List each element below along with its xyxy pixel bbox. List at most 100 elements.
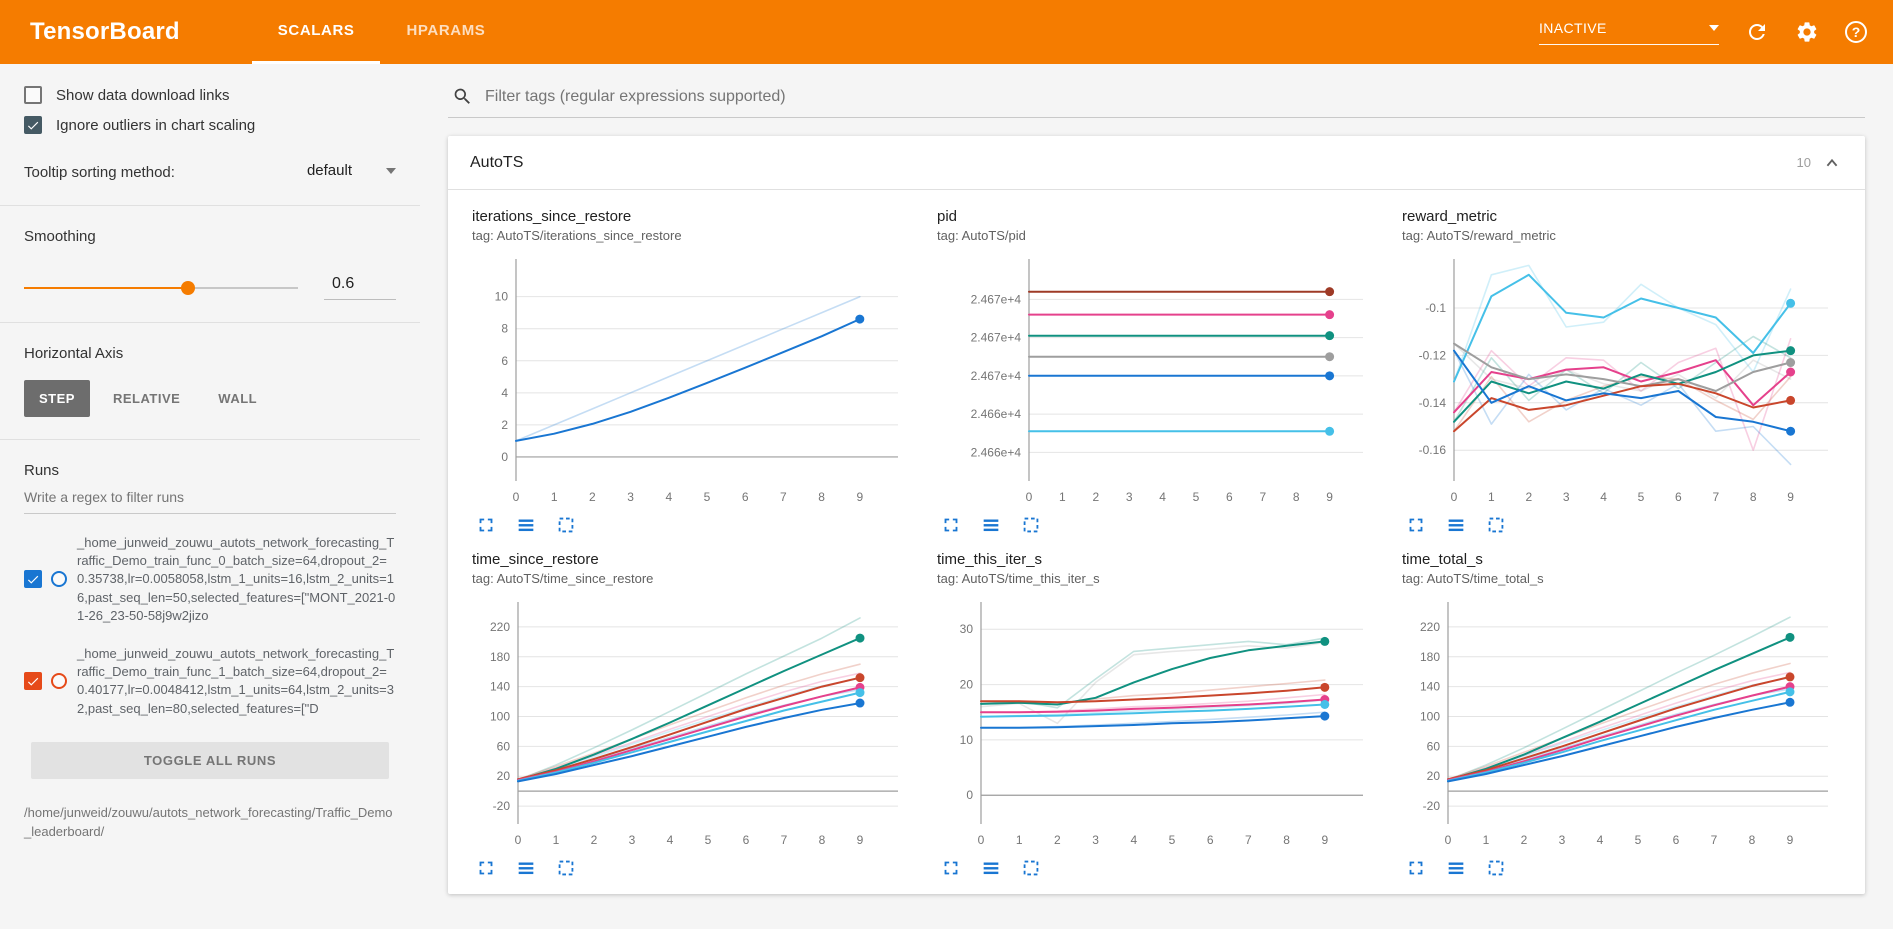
svg-text:6: 6 xyxy=(1207,833,1214,847)
expand-chart-icon[interactable] xyxy=(474,513,498,537)
chart-plot[interactable]: 0 2 4 6 8 10 0 1 2 3 4 5 6 7 8 9 xyxy=(472,251,902,511)
chart-tag: tag: AutoTS/time_total_s xyxy=(1402,571,1544,586)
svg-text:4: 4 xyxy=(1597,833,1604,847)
run-visibility-checkbox[interactable] xyxy=(24,672,42,691)
data-table-icon[interactable] xyxy=(979,856,1003,880)
tooltip-sort-dropdown[interactable]: default xyxy=(307,162,396,183)
run-visibility-checkbox[interactable] xyxy=(24,570,42,589)
svg-text:180: 180 xyxy=(490,650,510,664)
smoothing-slider[interactable] xyxy=(24,280,298,295)
tab-scalars[interactable]: SCALARS xyxy=(251,0,381,64)
chart-plot[interactable]: -0.1 -0.12 -0.14 -0.16 0 1 2 3 4 5 6 7 8 9 xyxy=(1402,251,1832,511)
toggle-all-runs-button[interactable]: TOGGLE ALL RUNS xyxy=(31,741,389,779)
svg-text:5: 5 xyxy=(705,833,712,847)
chart-card-reward_metric: reward_metric tag: AutoTS/reward_metric -0… xyxy=(1402,208,1841,543)
svg-text:6: 6 xyxy=(1673,833,1680,847)
fit-domain-icon[interactable] xyxy=(1019,513,1043,537)
fit-domain-icon[interactable] xyxy=(1484,513,1508,537)
chevron-up-icon[interactable] xyxy=(1821,152,1843,174)
ignore-outliers-checkbox[interactable]: Ignore outliers in chart scaling xyxy=(24,116,396,134)
svg-text:9: 9 xyxy=(1787,833,1794,847)
svg-text:7: 7 xyxy=(1245,833,1252,847)
chart-title: time_since_restore xyxy=(472,551,599,568)
svg-text:60: 60 xyxy=(1427,739,1441,753)
svg-text:220: 220 xyxy=(1420,620,1440,634)
axis-step-button[interactable]: STEP xyxy=(24,380,90,417)
smoothing-value[interactable]: 0.6 xyxy=(324,275,396,300)
svg-text:0: 0 xyxy=(1026,490,1033,504)
status-dropdown[interactable]: INACTIVE xyxy=(1539,20,1719,45)
run-name: _home_junweid_zouwu_autots_network_forec… xyxy=(77,535,396,623)
checkbox-label: Ignore outliers in chart scaling xyxy=(56,116,256,134)
svg-text:2: 2 xyxy=(1092,490,1099,504)
svg-text:30: 30 xyxy=(960,622,974,636)
svg-text:0: 0 xyxy=(1451,490,1458,504)
run-solo-radio[interactable] xyxy=(51,571,67,588)
fit-domain-icon[interactable] xyxy=(554,513,578,537)
refresh-icon[interactable] xyxy=(1745,20,1769,44)
divider xyxy=(0,205,420,206)
svg-text:2.467e+4: 2.467e+4 xyxy=(971,369,1022,383)
svg-text:3: 3 xyxy=(627,490,634,504)
chart-toolbar xyxy=(1404,513,1841,537)
card-header[interactable]: AutoTS 10 xyxy=(448,136,1865,190)
checkbox-checked-icon xyxy=(24,116,42,134)
svg-text:20: 20 xyxy=(497,769,511,783)
svg-text:9: 9 xyxy=(856,490,863,504)
run-solo-radio[interactable] xyxy=(51,673,67,690)
svg-text:4: 4 xyxy=(665,490,672,504)
smoothing-slider-thumb[interactable] xyxy=(181,280,196,295)
expand-chart-icon[interactable] xyxy=(939,513,963,537)
svg-text:-20: -20 xyxy=(1423,799,1441,813)
svg-text:0: 0 xyxy=(1445,833,1452,847)
runs-filter-input[interactable] xyxy=(24,479,396,514)
data-table-icon[interactable] xyxy=(514,513,538,537)
tab-hparams[interactable]: HPARAMS xyxy=(406,22,486,39)
axis-relative-button[interactable]: RELATIVE xyxy=(98,380,195,417)
chart-plot[interactable]: -20 20 60 100 140 180 220 0 1 2 3 4 5 6 7 8 9 xyxy=(1402,594,1832,854)
expand-chart-icon[interactable] xyxy=(1404,856,1428,880)
data-table-icon[interactable] xyxy=(1444,856,1468,880)
chart-tag: tag: AutoTS/time_since_restore xyxy=(472,571,654,586)
expand-chart-icon[interactable] xyxy=(474,856,498,880)
expand-chart-icon[interactable] xyxy=(1404,513,1428,537)
svg-text:100: 100 xyxy=(1420,709,1440,723)
chart-plot[interactable]: 2.467e+4 2.467e+4 2.467e+4 2.466e+4 2.466e+4… xyxy=(937,251,1367,511)
show-download-links-checkbox[interactable]: Show data download links xyxy=(24,86,396,104)
svg-text:2.466e+4: 2.466e+4 xyxy=(971,407,1022,421)
expand-chart-icon[interactable] xyxy=(939,856,963,880)
runs-list: _home_junweid_zouwu_autots_network_forec… xyxy=(24,534,396,718)
data-table-icon[interactable] xyxy=(514,856,538,880)
svg-text:1: 1 xyxy=(553,833,560,847)
chart-card-pid: pid tag: AutoTS/pid 2.467e+4 2.467e+4 2.467e… xyxy=(937,208,1376,543)
settings-gear-icon[interactable] xyxy=(1795,20,1819,44)
fit-domain-icon[interactable] xyxy=(1019,856,1043,880)
svg-text:7: 7 xyxy=(1259,490,1266,504)
svg-text:4: 4 xyxy=(1130,833,1137,847)
svg-text:1: 1 xyxy=(1016,833,1023,847)
tag-filter-input[interactable] xyxy=(485,87,1861,106)
chart-count-badge: 10 xyxy=(1796,155,1811,170)
data-table-icon[interactable] xyxy=(1444,513,1468,537)
fit-domain-icon[interactable] xyxy=(554,856,578,880)
svg-text:20: 20 xyxy=(960,678,974,692)
svg-text:10: 10 xyxy=(495,290,509,304)
axis-wall-button[interactable]: WALL xyxy=(203,380,272,417)
settings-sidebar: Show data download links Ignore outliers… xyxy=(0,64,420,929)
svg-text:-20: -20 xyxy=(493,799,511,813)
chart-plot[interactable]: -20 20 60 100 140 180 220 0 1 2 3 4 5 6 7 8 9 xyxy=(472,594,902,854)
chart-plot[interactable]: 0 10 20 30 0 1 2 3 4 5 6 7 8 9 xyxy=(937,594,1367,854)
svg-text:5: 5 xyxy=(704,490,711,504)
data-table-icon[interactable] xyxy=(979,513,1003,537)
svg-text:2: 2 xyxy=(591,833,598,847)
chevron-down-icon xyxy=(1709,24,1719,31)
chart-tag: tag: AutoTS/pid xyxy=(937,228,1026,243)
chart-toolbar xyxy=(474,513,911,537)
chevron-down-icon xyxy=(386,167,396,174)
svg-text:8: 8 xyxy=(818,490,825,504)
fit-domain-icon[interactable] xyxy=(1484,856,1508,880)
svg-text:2.466e+4: 2.466e+4 xyxy=(971,445,1022,459)
help-icon[interactable]: ? xyxy=(1845,21,1867,43)
svg-text:0: 0 xyxy=(978,833,985,847)
